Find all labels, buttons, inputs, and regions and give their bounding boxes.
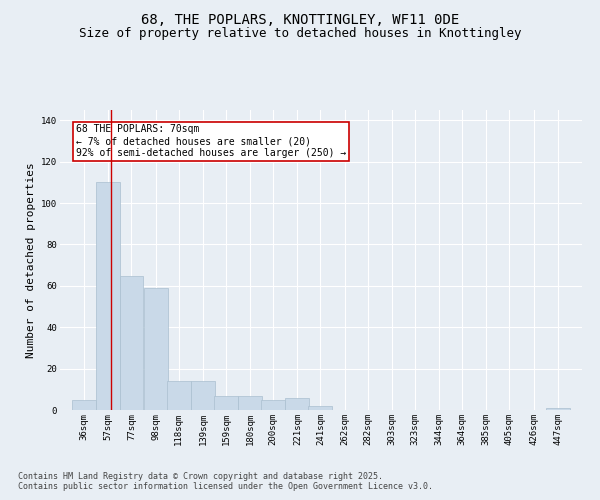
Text: Contains HM Land Registry data © Crown copyright and database right 2025.: Contains HM Land Registry data © Crown c… — [18, 472, 383, 481]
Text: Contains public sector information licensed under the Open Government Licence v3: Contains public sector information licen… — [18, 482, 433, 491]
Bar — [97, 182, 121, 410]
Text: Size of property relative to detached houses in Knottingley: Size of property relative to detached ho… — [79, 28, 521, 40]
Y-axis label: Number of detached properties: Number of detached properties — [26, 162, 35, 358]
Bar — [286, 398, 310, 410]
Bar — [546, 408, 570, 410]
Bar — [191, 381, 215, 410]
Bar — [308, 406, 332, 410]
Bar — [72, 400, 96, 410]
Bar — [144, 288, 167, 410]
Text: 68 THE POPLARS: 70sqm
← 7% of detached houses are smaller (20)
92% of semi-detac: 68 THE POPLARS: 70sqm ← 7% of detached h… — [76, 124, 346, 158]
Text: 68, THE POPLARS, KNOTTINGLEY, WF11 0DE: 68, THE POPLARS, KNOTTINGLEY, WF11 0DE — [141, 12, 459, 26]
Bar — [119, 276, 143, 410]
Bar — [214, 396, 238, 410]
Bar — [261, 400, 285, 410]
Bar — [167, 381, 191, 410]
Bar — [238, 396, 262, 410]
